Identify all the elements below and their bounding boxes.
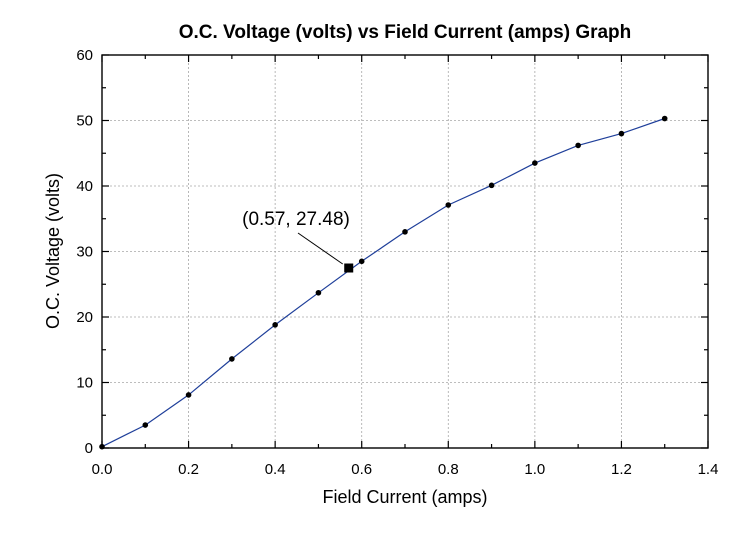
x-tick-label: 0.4	[265, 461, 286, 478]
x-tick-label: 1.2	[611, 461, 632, 478]
data-point	[532, 160, 538, 166]
series-line	[101, 117, 665, 448]
x-tick-labels: 0.0 0.2 0.4 0.6 0.8 1.0 1.2 1.4	[92, 461, 719, 478]
data-point	[358, 258, 365, 265]
y-tick-label: 60	[76, 47, 93, 64]
x-tick-label: 0.0	[92, 461, 113, 478]
y-tick-label: 20	[76, 309, 93, 326]
data-point	[445, 202, 452, 208]
y-axis-label: O.C. Voltage (volts)	[43, 173, 63, 329]
data-point	[402, 229, 408, 235]
data-point	[661, 115, 668, 122]
data-point	[142, 422, 149, 428]
annotation-leader-line	[297, 232, 344, 265]
axis-ticks	[101, 54, 709, 449]
data-point	[185, 392, 192, 398]
x-axis-label: Field Current (amps)	[322, 487, 487, 507]
y-tick-label: 10	[76, 375, 93, 392]
x-tick-label: 0.8	[438, 461, 459, 478]
y-tick-label: 50	[76, 113, 93, 130]
x-tick-label: 1.0	[524, 461, 545, 478]
x-tick-label: 1.4	[698, 461, 719, 478]
y-tick-labels: 0 10 20 30 40 50 60	[76, 47, 93, 457]
x-tick-label: 0.2	[178, 461, 199, 478]
chart-title: O.C. Voltage (volts) vs Field Current (a…	[179, 22, 632, 43]
plot-frame	[101, 54, 709, 449]
series-layer	[99, 115, 668, 450]
data-point	[575, 142, 581, 149]
data-point	[229, 356, 235, 362]
grid-lines	[102, 55, 708, 448]
y-tick-label: 0	[85, 440, 93, 457]
data-point	[272, 322, 278, 328]
data-point	[618, 130, 625, 137]
y-tick-label: 40	[76, 178, 93, 195]
annotation-marker	[344, 263, 354, 273]
data-point	[315, 289, 322, 296]
annotation-label: (0.57, 27.48)	[242, 209, 350, 230]
x-tick-label: 0.6	[351, 461, 372, 478]
annotation: (0.57, 27.48)	[242, 209, 354, 273]
y-tick-label: 30	[76, 244, 93, 261]
data-point	[488, 182, 495, 189]
